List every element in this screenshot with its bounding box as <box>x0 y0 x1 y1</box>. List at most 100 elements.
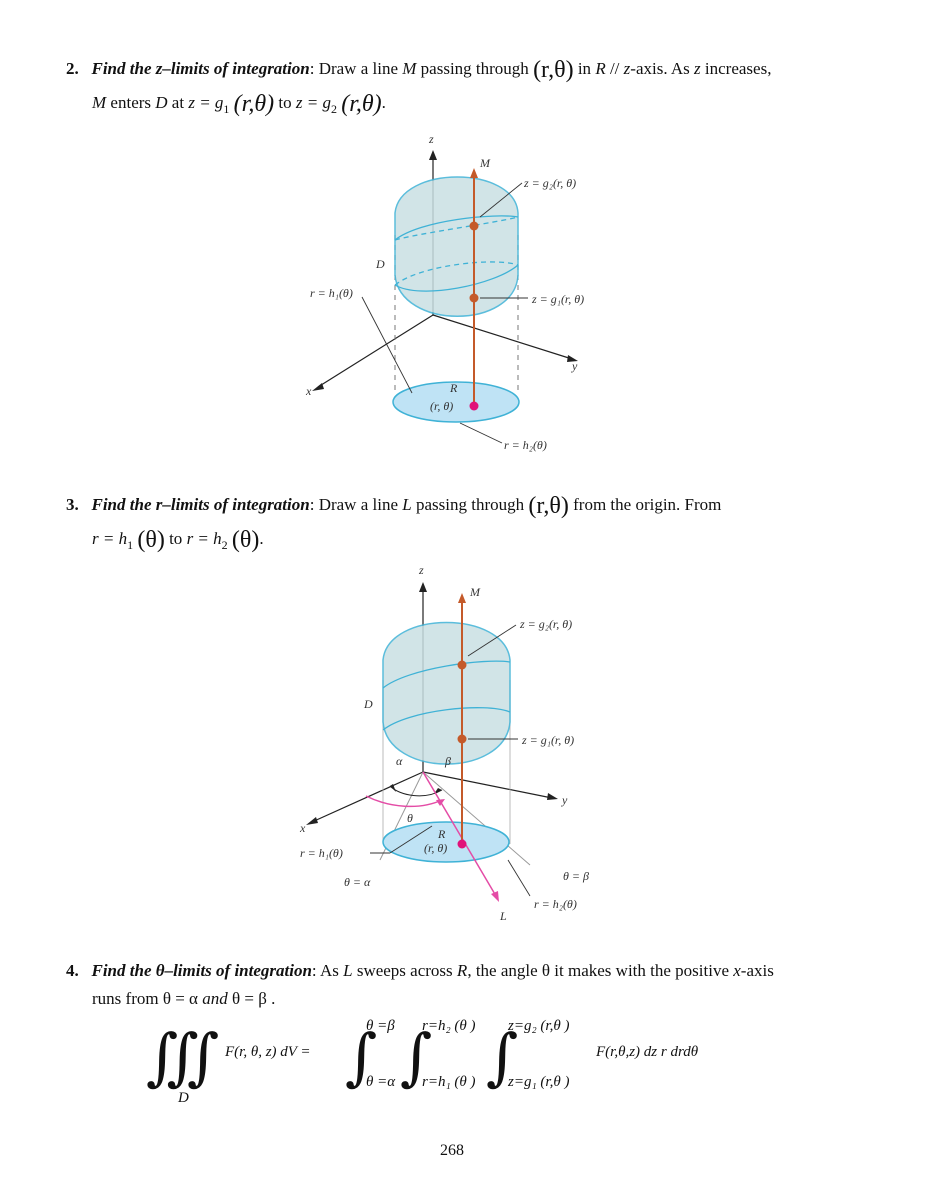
h2-label: r = h₂(θ) <box>504 438 547 452</box>
leader-line <box>459 422 503 444</box>
solid-D <box>382 621 511 765</box>
step-text: from the origin. From <box>568 495 722 514</box>
page-number: 268 <box>440 1142 464 1159</box>
step-text: : Draw a line <box>309 495 403 514</box>
step-2-line-2: M enters D at z = g1 (r,θ) to z = g2 (r,… <box>92 92 386 120</box>
step-text: at <box>167 93 189 112</box>
x-axis-label: x <box>299 821 306 835</box>
var-z: z <box>694 59 701 78</box>
step-text: increases, <box>700 59 772 78</box>
equation: z = g <box>295 93 331 112</box>
point-expression: (r,θ) <box>528 493 569 519</box>
equation-arg: (θ) <box>231 527 260 553</box>
bottom-boundary-curve <box>394 264 519 292</box>
L-label: L <box>499 909 507 923</box>
period: . <box>381 93 386 112</box>
var-R: R <box>595 59 606 78</box>
equation: r = h <box>92 529 128 548</box>
step-title: Find the r–limits of integration <box>91 495 310 514</box>
step-text: -axis <box>740 961 774 980</box>
lower-limit-z: z=g₁ (r,θ ) <box>508 1074 570 1090</box>
y-axis-arrow-icon <box>567 355 578 362</box>
var-D: D <box>155 93 168 112</box>
step-text: in <box>573 59 596 78</box>
equation: r = h <box>186 529 222 548</box>
equation-arg: (r,θ) <box>233 91 275 117</box>
lhs-expression: F(r, θ, z) dV = <box>225 1044 311 1060</box>
step-title: Find the z–limits of integration <box>91 59 310 78</box>
entry-point-g2 <box>457 660 467 670</box>
step-3-line-2: r = h1 (θ) to r = h2 (θ). <box>92 528 264 556</box>
beta-label: β <box>444 754 451 768</box>
equation-arg: (θ) <box>137 527 165 553</box>
entry-point-g2 <box>469 221 479 231</box>
ray-theta-beta <box>422 771 531 866</box>
y-axis <box>422 771 553 799</box>
g2-label: z = g₂(r, θ) <box>523 176 576 190</box>
subscript: 2 <box>330 102 337 116</box>
integral-theta-symbol: ∫ <box>345 1020 378 1093</box>
upper-limit-theta: θ =β <box>366 1018 395 1034</box>
integral-z-symbol: ∫ <box>486 1020 519 1093</box>
subscript: 2 <box>221 538 228 552</box>
top-boundary-curve <box>394 215 519 241</box>
D-label: D <box>363 697 373 711</box>
step-text: : As <box>311 961 344 980</box>
integral-r-symbol: ∫ <box>400 1020 433 1093</box>
line-L <box>422 771 497 897</box>
region-D-label: D <box>178 1090 189 1106</box>
theta-alpha-label: θ = α <box>344 875 371 889</box>
bottom-boundary-curve <box>382 707 511 731</box>
z-axis-label: z <box>418 563 424 577</box>
step-text: to <box>274 93 296 112</box>
entry-point-g1 <box>457 734 467 744</box>
r-theta-label: (r, θ) <box>430 399 453 413</box>
line-M-arrow-icon <box>470 168 478 178</box>
x-axis <box>317 314 434 388</box>
M-label: M <box>469 585 481 599</box>
and-text: and <box>197 989 232 1008</box>
step-number: 2. <box>66 59 79 78</box>
step-text: sweeps across <box>352 961 457 980</box>
step-text: // <box>605 59 624 78</box>
step-text: enters <box>106 93 156 112</box>
x-axis-arrow-icon <box>306 817 318 825</box>
z-axis-label: z <box>428 132 434 146</box>
x-axis-label: x <box>305 384 312 398</box>
step-title: Find the θ–limits of integration <box>91 961 312 980</box>
g1-label: z = g₁(r, θ) <box>521 733 574 747</box>
upper-limit-z: z=g₂ (r,θ ) <box>508 1018 570 1034</box>
y-axis-label: y <box>561 793 568 807</box>
var-L: L <box>343 961 353 980</box>
arc-arrow-icon <box>390 784 396 792</box>
y-axis-arrow-icon <box>547 793 558 800</box>
arc-arrow-icon <box>434 788 442 794</box>
entry-point-g1 <box>469 293 479 303</box>
var-x: x <box>733 961 741 980</box>
step-text: θ = β . <box>231 989 276 1008</box>
equation-arg: (r,θ) <box>341 91 382 117</box>
point-expression: (r,θ) <box>533 57 574 83</box>
step-4-line-2: runs from θ = α and θ = β . <box>92 988 275 1010</box>
upper-limit-r: r=h₂ (θ ) <box>422 1018 476 1034</box>
leader-line <box>507 859 531 897</box>
leader-line <box>479 182 523 218</box>
alpha-label: α <box>396 754 403 768</box>
R-label: R <box>437 827 446 841</box>
h1-label: r = h₁(θ) <box>300 846 343 860</box>
h2-label: r = h₂(θ) <box>534 897 577 911</box>
step-number: 3. <box>66 495 79 514</box>
step-4-line-1: 4. Find the θ–limits of integration: As … <box>66 960 774 982</box>
step-text: -axis. As <box>630 59 695 78</box>
figure-z-limits: z M z = g₂(r, θ) D r = h₁(θ) z = g₁(r, θ… <box>305 132 584 452</box>
step-2-line-1: 2. Find the z–limits of integration: Dra… <box>66 57 772 83</box>
x-axis-arrow-icon <box>312 383 324 391</box>
leader-line <box>361 296 413 394</box>
subscript: 1 <box>127 538 134 552</box>
step-3-line-1: 3. Find the r–limits of integration: Dra… <box>66 493 722 519</box>
var-M: M <box>92 93 107 112</box>
point-r-theta <box>469 401 479 411</box>
arc-theta <box>365 795 443 808</box>
line-L-arrow-icon <box>491 891 499 902</box>
var-z: z <box>623 59 631 78</box>
